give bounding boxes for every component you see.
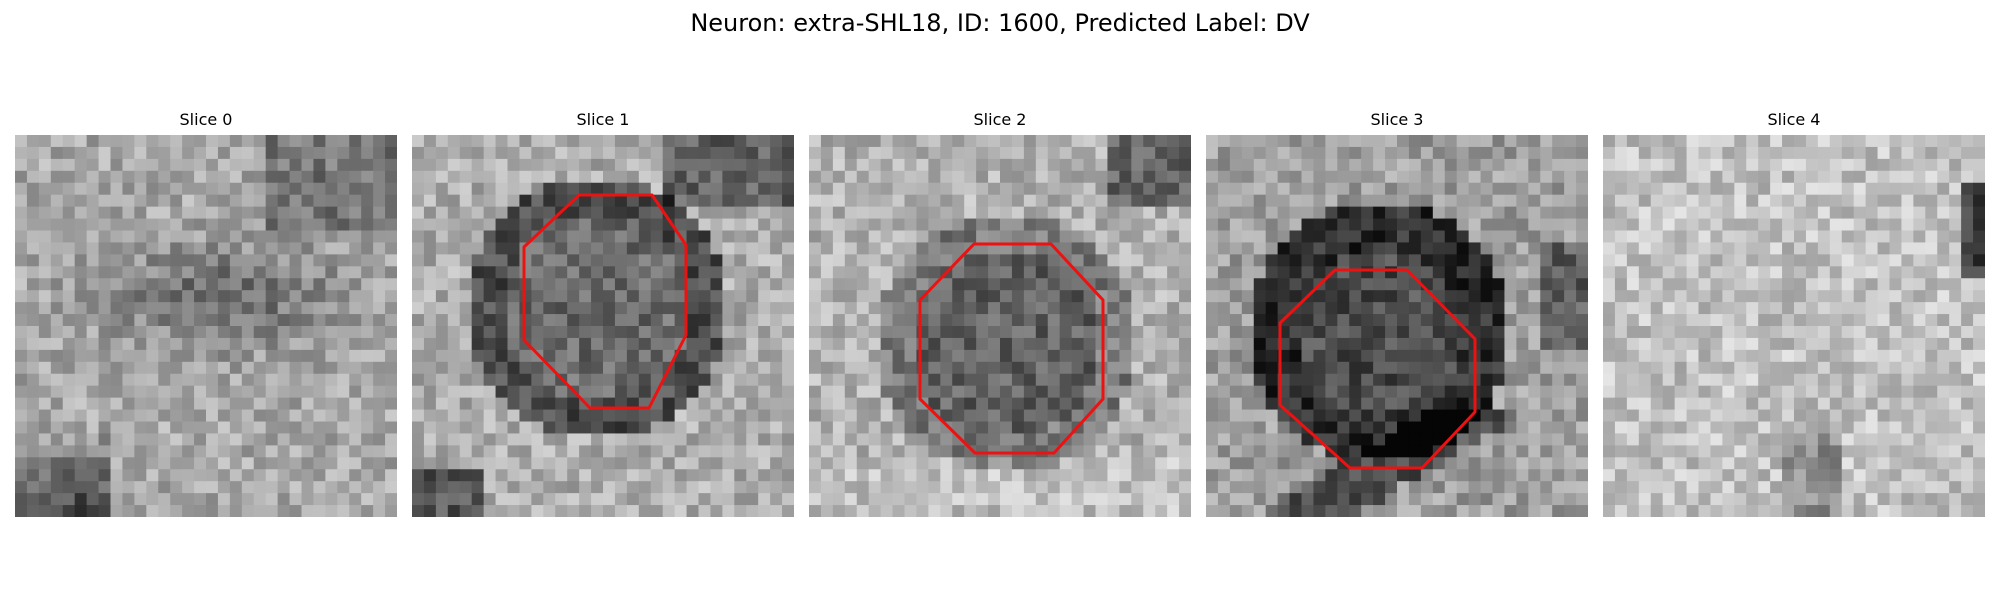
slice-3-label: Slice 3 [1370,110,1424,129]
slice-3-contour [1278,268,1477,470]
figure-title: Neuron: extra-SHL18, ID: 1600, Predicted… [690,9,1310,37]
slice-1-image [412,135,794,517]
slice-2-label: Slice 2 [973,110,1027,129]
slice-0-image [15,135,397,517]
slice-4-image [1603,135,1985,517]
slice-1-label: Slice 1 [576,110,630,129]
slice-2-image [809,135,1191,517]
slice-0-label: Slice 0 [179,110,233,129]
slice-4-label: Slice 4 [1767,110,1821,129]
slice-2-contour [918,242,1105,455]
slice-1-contour [522,193,688,410]
slice-3-image [1206,135,1588,517]
